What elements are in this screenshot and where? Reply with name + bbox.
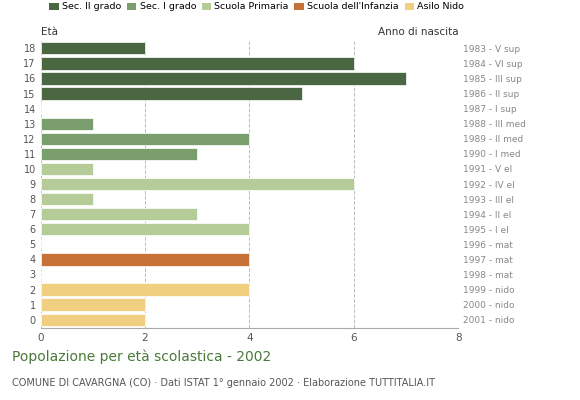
Bar	[41, 314, 145, 326]
Text: Popolazione per età scolastica - 2002: Popolazione per età scolastica - 2002	[12, 350, 271, 364]
Text: COMUNE DI CAVARGNA (CO) · Dati ISTAT 1° gennaio 2002 · Elaborazione TUTTITALIA.I: COMUNE DI CAVARGNA (CO) · Dati ISTAT 1° …	[12, 378, 434, 388]
Bar	[41, 72, 406, 85]
Bar	[41, 283, 249, 296]
Bar	[41, 148, 197, 160]
Bar	[41, 132, 249, 145]
Bar	[41, 118, 93, 130]
Legend: Sec. II grado, Sec. I grado, Scuola Primaria, Scuola dell'Infanzia, Asilo Nido: Sec. II grado, Sec. I grado, Scuola Prim…	[45, 0, 468, 15]
Bar	[41, 57, 354, 70]
Bar	[41, 87, 302, 100]
Bar	[41, 208, 197, 220]
Text: Anno di nascita: Anno di nascita	[378, 27, 458, 37]
Bar	[41, 298, 145, 311]
Bar	[41, 42, 145, 54]
Text: Età: Età	[41, 27, 57, 37]
Bar	[41, 193, 93, 205]
Bar	[41, 223, 249, 236]
Bar	[41, 253, 249, 266]
Bar	[41, 163, 93, 175]
Bar	[41, 178, 354, 190]
